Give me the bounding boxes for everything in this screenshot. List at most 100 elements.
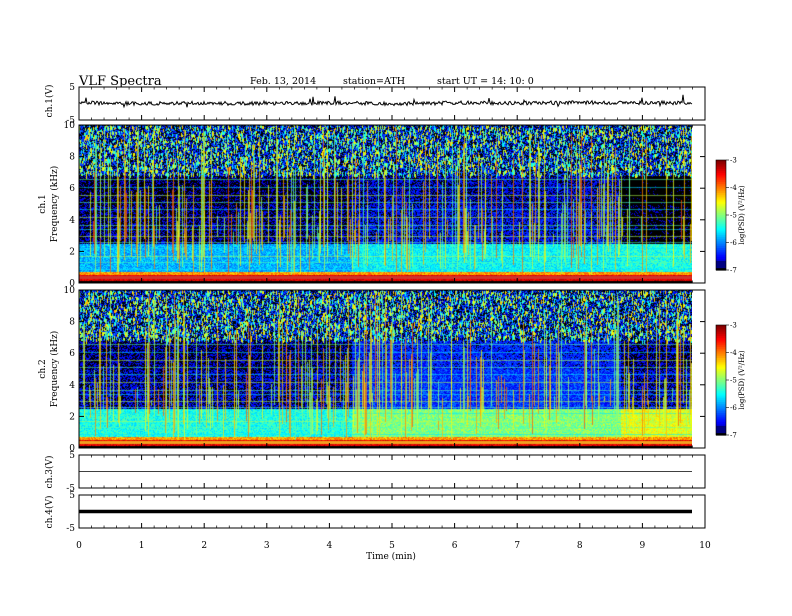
colorbar-cell	[716, 341, 726, 344]
colorbar-cell	[716, 222, 726, 225]
colorbar-cell	[716, 259, 726, 262]
colorbar-cell	[716, 334, 726, 337]
colorbar-cell	[716, 264, 726, 267]
colorbar-cell	[716, 231, 726, 234]
ch2-channel-label: ch.2	[38, 359, 48, 378]
colorbar-cell	[716, 398, 726, 401]
colorbar-cell	[716, 196, 726, 200]
ytick-label: 6	[69, 349, 75, 359]
ytick-label: 8	[69, 153, 75, 163]
ch2-frequency-label: Frequency (kHz)	[49, 331, 60, 408]
colorbar-cell	[716, 233, 726, 236]
colorbar-cell	[716, 235, 726, 238]
colorbar-cell	[716, 337, 726, 341]
colorbar-cell	[716, 172, 726, 176]
colorbar-cell	[716, 418, 726, 421]
ytick-label: 0	[69, 279, 75, 289]
colorbar-cell	[716, 213, 726, 216]
colorbar-tick-label: -6	[730, 404, 737, 412]
colorbar-cell	[716, 381, 726, 385]
colorbar-cell	[716, 238, 726, 242]
colorbar-cell	[716, 407, 726, 410]
colorbar-cell	[716, 253, 726, 256]
colorbar-cell	[716, 394, 726, 398]
colorbar-cell	[716, 370, 726, 374]
colorbar-cell	[716, 422, 726, 425]
colorbar-cell	[716, 411, 726, 414]
colorbar-cell	[716, 257, 726, 260]
colorbar-cell	[716, 242, 726, 245]
ch4-waveform-ylabel: ch.4(V)	[44, 496, 55, 529]
colorbar-cell	[716, 260, 726, 264]
colorbar-cell	[716, 191, 726, 194]
colorbar-cell	[716, 248, 726, 251]
colorbar-cell	[716, 215, 726, 218]
colorbar-cell	[716, 325, 726, 328]
ch2-colorbar-label: log(PSD) (V²/Hz)	[738, 350, 746, 409]
colorbar-cell	[716, 178, 726, 181]
colorbar-cell	[716, 391, 726, 394]
colorbar-cell	[716, 345, 726, 348]
x-axis-label: Time (min)	[366, 551, 416, 562]
xtick-label: 5	[389, 541, 395, 551]
colorbar-cell	[716, 262, 726, 266]
ytick-label: 4	[69, 216, 75, 226]
ytick-label: 0	[69, 444, 75, 454]
colorbar-cell	[716, 339, 726, 343]
colorbar-tick-label: -3	[730, 157, 737, 165]
colorbar-cell	[716, 218, 726, 222]
colorbar-cell	[716, 389, 726, 392]
colorbar-cell	[716, 185, 726, 189]
colorbar-cell	[716, 372, 726, 376]
colorbar-cell	[716, 363, 726, 366]
colorbar-tick-label: -5	[730, 212, 737, 220]
colorbar-tick-label: -7	[730, 267, 737, 275]
xtick-label: 4	[327, 541, 333, 551]
ytick-label: 8	[69, 318, 75, 328]
ytick-label: -5	[66, 116, 75, 126]
figure-title: VLF Spectra	[78, 74, 162, 89]
colorbar-cell	[716, 237, 726, 240]
colorbar-cell	[716, 180, 726, 183]
xtick-label: 2	[201, 541, 207, 551]
colorbar-cell	[716, 220, 726, 223]
colorbar-cell	[716, 414, 726, 418]
colorbar-cell	[716, 209, 726, 212]
colorbar-cell	[716, 347, 726, 350]
colorbar-cell	[716, 425, 726, 429]
colorbar-cell	[716, 383, 726, 387]
colorbar-cell	[716, 205, 726, 209]
ytick-label: 2	[69, 247, 75, 257]
colorbar-cell	[716, 378, 726, 381]
colorbar-cell	[716, 405, 726, 409]
spectrogram-2-image	[79, 290, 692, 448]
xtick-label: 3	[264, 541, 270, 551]
waveform-0-line	[79, 94, 693, 109]
date-label: Feb. 13, 2014	[250, 76, 316, 87]
colorbar-tick-label: -3	[730, 322, 737, 330]
colorbar-cell	[716, 204, 726, 207]
colorbar-cell	[716, 200, 726, 203]
colorbar-cell	[716, 433, 726, 436]
colorbar-cell	[716, 227, 726, 231]
colorbar-cell	[716, 268, 726, 271]
ytick-label: 10	[64, 121, 76, 131]
colorbar-cell	[716, 167, 726, 170]
colorbar-cell	[716, 380, 726, 383]
colorbar-cell	[716, 356, 726, 359]
colorbar-cell	[716, 255, 726, 258]
xtick-label: 8	[577, 541, 583, 551]
colorbar-cell	[716, 216, 726, 220]
colorbar-cell	[716, 354, 726, 357]
colorbar-tick-label: -5	[730, 377, 737, 385]
ytick-label: 5	[69, 83, 75, 93]
colorbar-cell	[716, 416, 726, 420]
ch3-waveform-ylabel: ch.3(V)	[44, 456, 55, 489]
colorbar-cell	[716, 194, 726, 198]
xtick-label: 1	[139, 541, 145, 551]
station-label: station=ATH	[343, 76, 405, 87]
ytick-label: 4	[69, 381, 75, 391]
colorbar-cell	[716, 249, 726, 253]
